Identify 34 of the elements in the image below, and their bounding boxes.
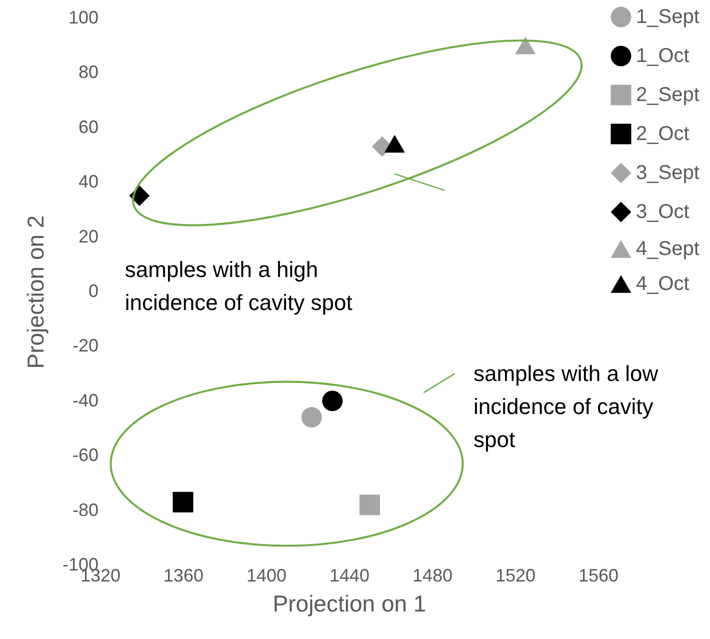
x-tick-label: 1360 <box>163 566 204 586</box>
legend-label: 2_Oct <box>636 123 690 145</box>
y-tick-label: 80 <box>78 62 98 82</box>
y-tick-label: 100 <box>68 8 98 28</box>
y-tick-label: 40 <box>78 172 98 192</box>
legend-label: 2_Sept <box>636 84 700 106</box>
x-tick-label: 1480 <box>412 566 453 586</box>
legend-label: 3_Sept <box>636 162 700 184</box>
point <box>172 492 194 512</box>
legend-label: 4_Oct <box>636 273 690 295</box>
y-tick-label: 60 <box>78 116 98 137</box>
annotation: samples with a high incidence of cavity spot <box>124 256 353 318</box>
point <box>322 390 343 412</box>
y-tick-label: -40 <box>72 390 98 410</box>
legend-label: 1_Sept <box>636 6 700 28</box>
x-axis-title: Projection on 1 <box>272 590 426 616</box>
annotation: samples with a low incidence of cavity spot <box>474 360 660 454</box>
point <box>515 36 536 54</box>
x-tick-label: 1400 <box>246 566 287 586</box>
x-tick-label: 1520 <box>495 566 536 586</box>
legend-label: 4_Sept <box>636 238 700 260</box>
point <box>301 407 322 428</box>
y-tick-label: -80 <box>72 500 98 520</box>
y-tick-label: -60 <box>72 445 98 466</box>
point <box>384 134 405 153</box>
y-tick-label: 0 <box>88 281 98 301</box>
y-axis-title: Projection on 2 <box>22 215 48 369</box>
y-tick-label: 20 <box>78 226 98 246</box>
legend-label: 1_Oct <box>636 45 690 67</box>
x-tick-label: 1440 <box>329 566 370 586</box>
x-tick-label: 1560 <box>578 566 619 586</box>
legend-label: 3_Oct <box>636 201 690 223</box>
y-tick-label: -20 <box>72 336 98 356</box>
point <box>360 494 380 516</box>
